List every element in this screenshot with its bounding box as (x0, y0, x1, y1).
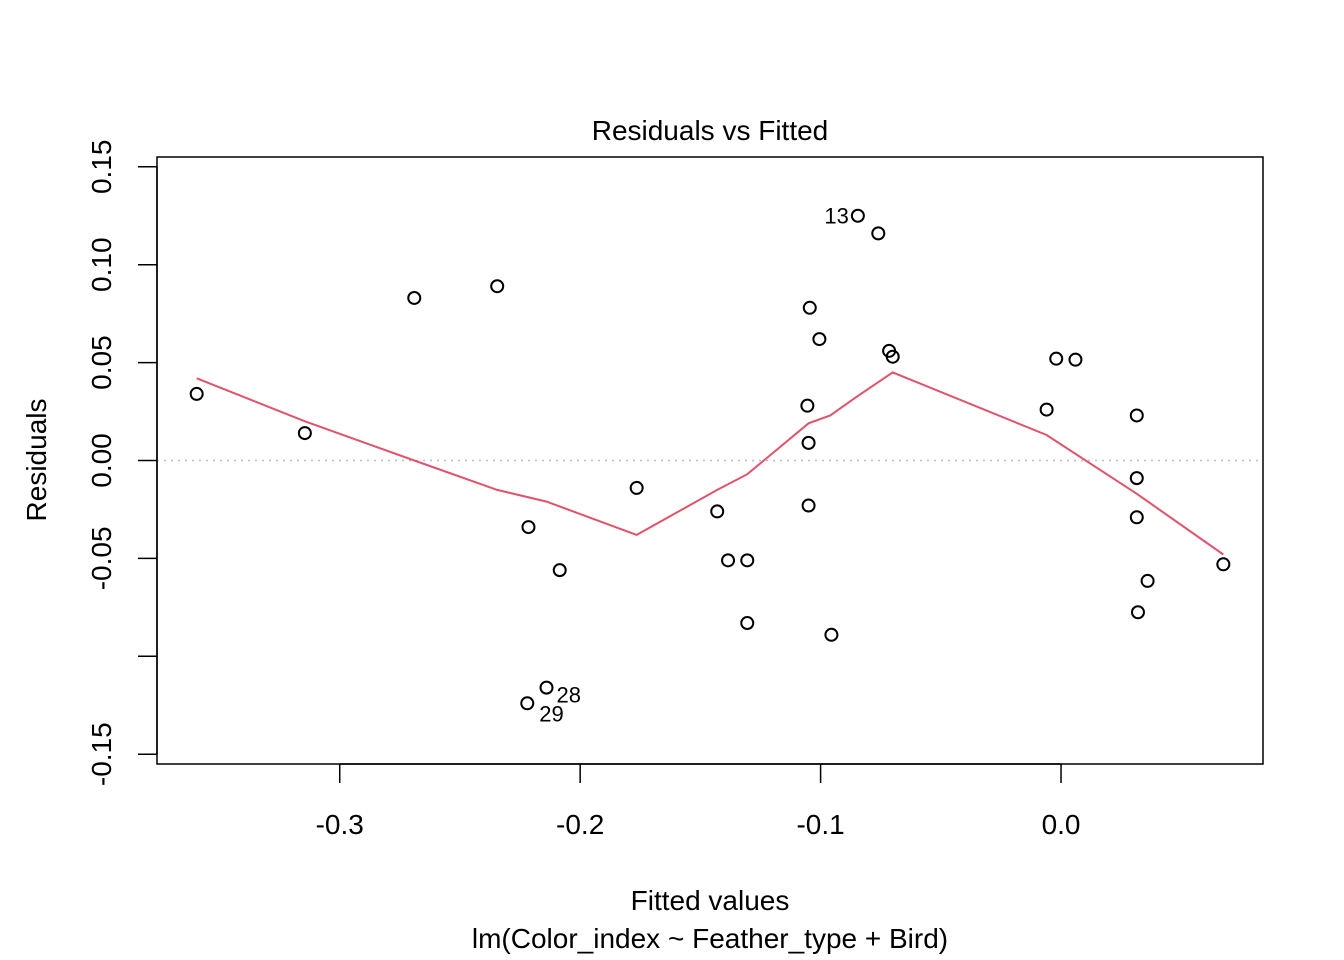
data-point (710, 504, 725, 519)
y-tick-label: 0.00 (86, 433, 117, 488)
data-point (629, 480, 644, 495)
data-point (802, 300, 817, 315)
data-point (1068, 352, 1083, 367)
data-point (1216, 557, 1231, 572)
y-tick-label: 0.10 (86, 237, 117, 292)
data-point (1129, 510, 1144, 525)
data-point (1049, 351, 1064, 366)
data-point (740, 553, 755, 568)
data-point (800, 398, 815, 413)
data-point (297, 426, 312, 441)
y-tick-label: 0.05 (86, 335, 117, 390)
y-axis: -0.15 -0.05 0.00 0.05 0.10 0.15 (86, 140, 158, 786)
data-point (812, 332, 827, 347)
data-point (885, 349, 900, 364)
data-point (740, 616, 755, 631)
chart-subtitle: lm(Color_index ~ Feather_type + Bird) (472, 923, 948, 954)
point-label: 29 (539, 701, 563, 726)
data-point (850, 208, 865, 223)
data-point (1130, 605, 1145, 620)
chart-title: Residuals vs Fitted (592, 115, 829, 146)
x-tick-label: -0.1 (796, 809, 844, 840)
data-point (189, 386, 204, 401)
x-axis: -0.3 -0.2 -0.1 0.0 (316, 763, 1081, 840)
data-point (520, 696, 535, 711)
data-point (1129, 408, 1144, 423)
y-tick-label: -0.05 (86, 526, 117, 590)
y-tick-label: -0.15 (86, 722, 117, 786)
data-point (871, 226, 886, 241)
data-point (1129, 471, 1144, 486)
point-label: 28 (557, 683, 581, 708)
point-label: 13 (824, 204, 848, 229)
data-point (801, 498, 816, 513)
data-point (490, 279, 505, 294)
smoother-line (196, 371, 1224, 556)
data-point (521, 520, 536, 535)
x-tick-label: -0.3 (316, 809, 364, 840)
x-tick-label: -0.2 (556, 809, 604, 840)
x-tick-label: 0.0 (1042, 809, 1081, 840)
data-point (1140, 573, 1155, 588)
x-axis-label: Fitted values (631, 885, 790, 916)
y-tick-label: 0.15 (86, 140, 117, 195)
data-point (552, 563, 567, 578)
data-point (1039, 402, 1054, 417)
data-point (721, 553, 736, 568)
data-point (539, 680, 554, 695)
y-axis-label: Residuals (21, 399, 52, 522)
smoother-layer (196, 371, 1224, 556)
data-point (801, 435, 816, 450)
data-point (407, 290, 422, 305)
data-point (824, 627, 839, 642)
